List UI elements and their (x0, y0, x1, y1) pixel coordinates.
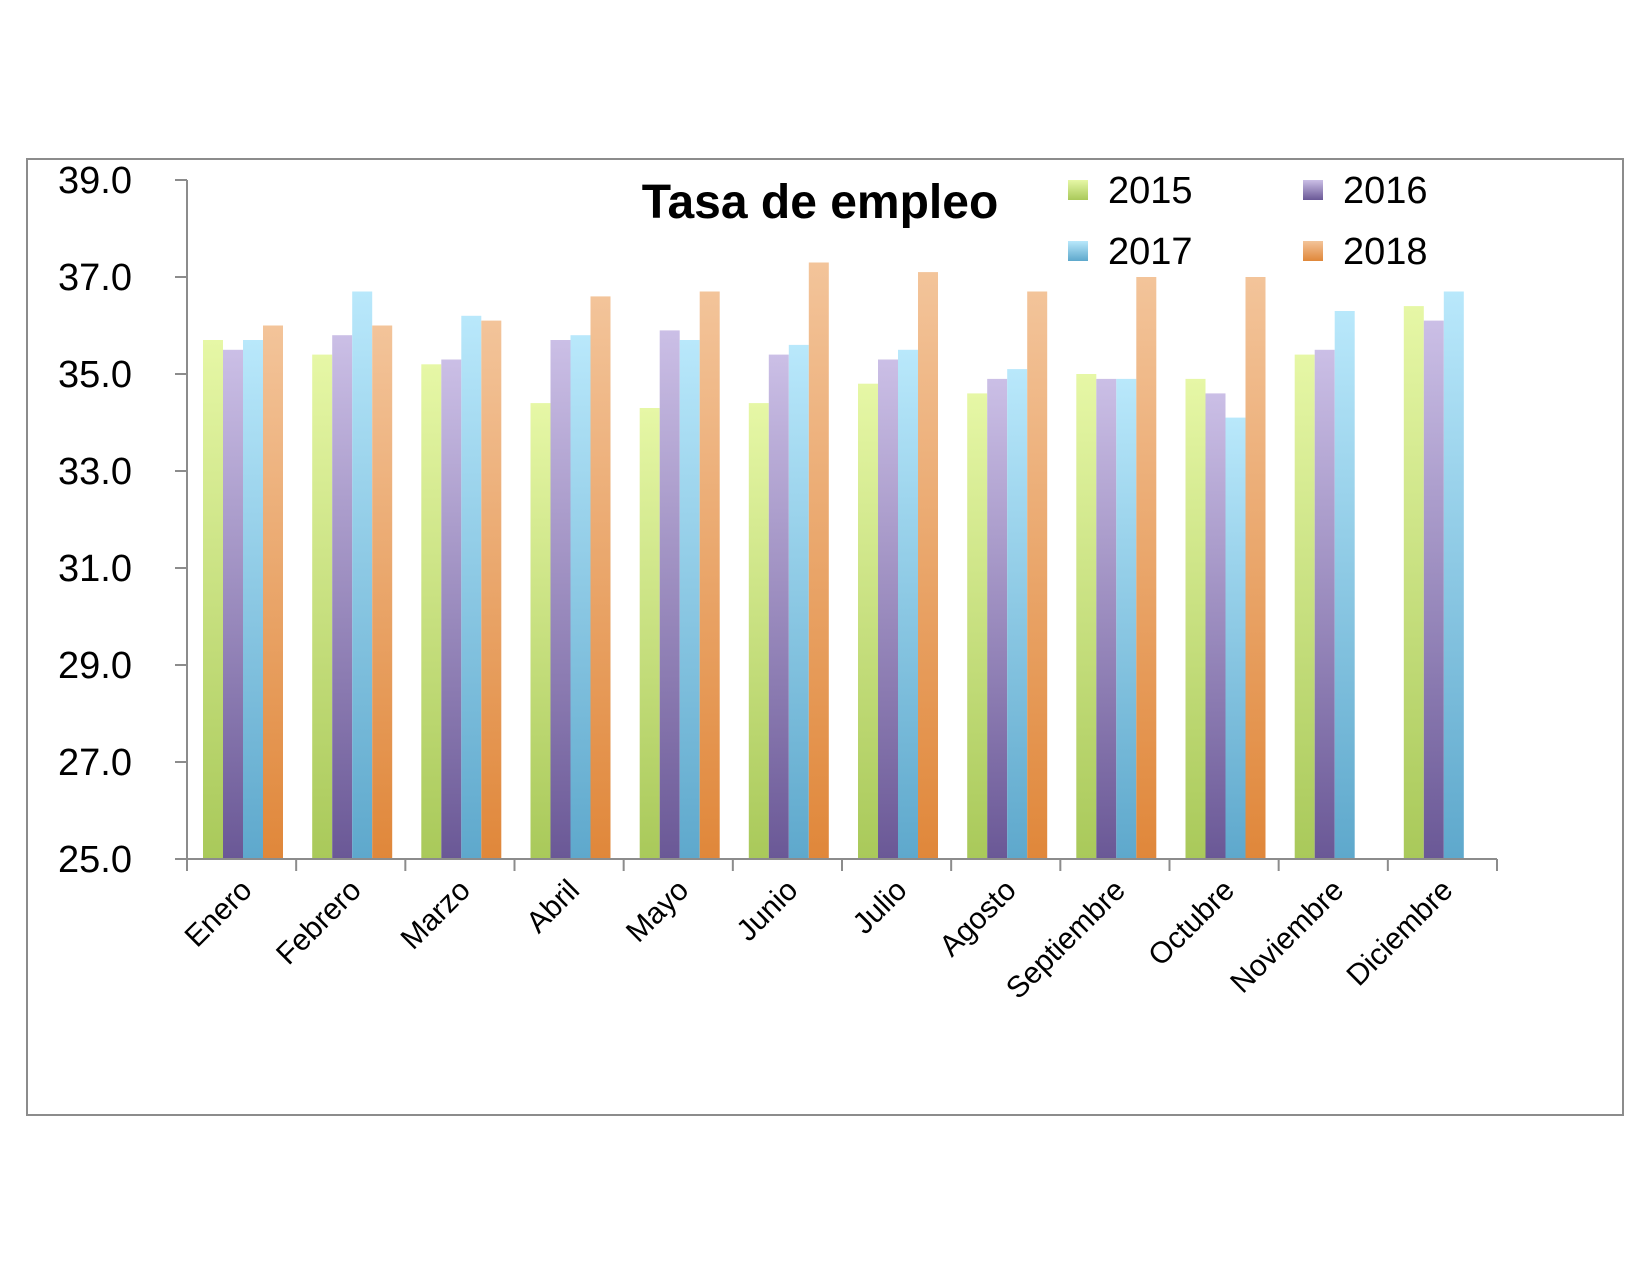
bar-2015-octubre (1185, 378, 1206, 859)
bar-2018-febrero (372, 325, 393, 859)
bar-2016-agosto (987, 378, 1008, 859)
x-tick-label-junio: Junio (730, 874, 804, 948)
y-tick-label: 25.0 (58, 839, 132, 881)
x-tick-label-noviembre: Noviembre (1224, 874, 1350, 1000)
x-tick-label-julio: Julio (847, 874, 914, 941)
y-tick-label: 31.0 (58, 548, 132, 590)
bar-2016-mayo (659, 330, 680, 859)
bar-2017-septiembre (1116, 378, 1137, 859)
bar-2016-febrero (332, 335, 353, 859)
bar-2017-junio (788, 344, 809, 859)
bar-2018-junio (808, 262, 829, 859)
bar-2017-octubre (1225, 417, 1246, 859)
x-tick-label-enero: Enero (179, 874, 259, 954)
bar-2018-octubre (1245, 277, 1266, 859)
bar-2018-mayo (699, 291, 720, 859)
bar-2017-enero (243, 340, 263, 859)
x-tick-label-octubre: Octubre (1142, 874, 1241, 973)
bar-2017-mayo (679, 340, 700, 859)
bar-2015-diciembre (1403, 306, 1424, 860)
bar-2017-agosto (1007, 369, 1028, 859)
bar-2016-noviembre (1314, 349, 1335, 860)
bar-2017-marzo (461, 315, 482, 859)
axes-layer (175, 179, 1498, 871)
bar-2015-septiembre (1076, 374, 1097, 859)
bar-2018-marzo (481, 320, 502, 860)
bar-2015-enero (203, 340, 223, 859)
bar-2018-julio (918, 272, 938, 860)
bar-2015-agosto (967, 393, 988, 859)
y-tick-label: 39.0 (58, 160, 132, 202)
bar-2017-diciembre (1443, 291, 1464, 859)
bar-2018-agosto (1027, 291, 1048, 859)
bar-2015-julio (858, 383, 878, 859)
bar-2015-abril (530, 403, 551, 859)
x-tick-label-abril: Abril (520, 874, 586, 940)
legend-label-2017: 2017 (1108, 231, 1193, 273)
bar-2017-noviembre (1334, 311, 1355, 859)
legend-label-2016: 2016 (1343, 170, 1428, 212)
bar-2016-octubre (1205, 393, 1226, 859)
bar-2018-enero (263, 325, 283, 859)
x-tick-label-mayo: Mayo (620, 874, 695, 949)
bar-2018-abril (590, 296, 611, 859)
y-tick-label: 37.0 (58, 257, 132, 299)
bar-2016-marzo (441, 359, 462, 859)
y-tick-label: 33.0 (58, 451, 132, 493)
bar-2015-febrero (312, 354, 333, 859)
legend-label-2018: 2018 (1343, 231, 1428, 273)
y-tick-label: 29.0 (58, 645, 132, 687)
legend-swatch-2017 (1068, 241, 1088, 261)
bar-2015-marzo (421, 364, 442, 859)
x-tick-label-febrero: Febrero (270, 874, 368, 972)
bar-2016-julio (878, 359, 898, 859)
bar-2016-diciembre (1423, 320, 1444, 860)
x-tick-label-agosto: Agosto (933, 874, 1022, 963)
x-tick-label-septiembre: Septiembre (1000, 874, 1132, 1006)
bar-2017-julio (898, 349, 918, 860)
legend: 2015 2016 2017 2018 (1068, 170, 1428, 273)
legend-swatch-2018 (1303, 241, 1323, 261)
bar-2016-enero (223, 349, 243, 860)
chart-title: Tasa de empleo (642, 176, 999, 229)
bar-2018-septiembre (1136, 277, 1157, 859)
legend-swatch-2015 (1068, 180, 1088, 200)
x-tick-label-diciembre: Diciembre (1341, 874, 1460, 993)
bar-2015-mayo (639, 408, 660, 859)
legend-swatch-2016 (1303, 180, 1323, 200)
x-tick-label-marzo: Marzo (395, 874, 477, 956)
y-tick-label: 35.0 (58, 354, 132, 396)
bar-2017-febrero (352, 291, 373, 859)
bar-2016-septiembre (1096, 378, 1117, 859)
bar-2017-abril (570, 335, 591, 859)
bar-2015-junio (748, 403, 769, 859)
bars-layer (203, 262, 1464, 860)
bar-2015-noviembre (1294, 354, 1315, 859)
legend-label-2015: 2015 (1108, 170, 1193, 212)
bar-2016-junio (768, 354, 789, 859)
chart-frame (26, 158, 1624, 1116)
bar-2016-abril (550, 340, 571, 859)
y-tick-label: 27.0 (58, 742, 132, 784)
